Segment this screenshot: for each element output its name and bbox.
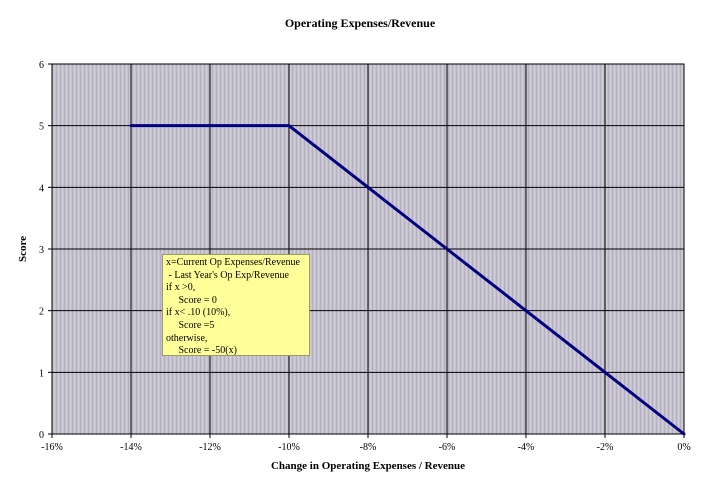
x-tick-label: -16% bbox=[41, 442, 63, 453]
data-point bbox=[524, 309, 528, 313]
y-axis-title: Score bbox=[17, 236, 29, 262]
chart-title: Operating Expenses/Revenue bbox=[285, 16, 436, 30]
x-tick-label: -10% bbox=[278, 442, 300, 453]
x-tick-label: -14% bbox=[120, 442, 142, 453]
x-tick-label: -8% bbox=[360, 442, 377, 453]
annotation-line: if x< .10 (10%), bbox=[166, 307, 231, 319]
y-tick-label: 3 bbox=[39, 245, 44, 256]
annotation-line: - Last Year's Op Exp/Revenue bbox=[166, 269, 289, 281]
y-tick-label: 4 bbox=[39, 183, 44, 194]
y-tick-label: 0 bbox=[39, 430, 44, 441]
data-point bbox=[603, 370, 607, 374]
annotation-box: x=Current Op Expenses/Revenue - Last Yea… bbox=[162, 254, 310, 356]
y-tick-label: 5 bbox=[39, 122, 44, 133]
y-tick-label: 6 bbox=[39, 60, 44, 71]
data-point bbox=[129, 124, 133, 128]
annotation-line: Score =5 bbox=[166, 319, 215, 331]
x-tick-label: -12% bbox=[199, 442, 221, 453]
plot-border bbox=[51, 63, 685, 435]
annotation-line: Score = 0 bbox=[166, 294, 217, 306]
tick-labels: -16% -14% -12% -10% -8% -6% -4% -2% 0% 0 1 2 3 4 5 6 bbox=[39, 60, 691, 453]
data-point bbox=[287, 124, 291, 128]
data-point bbox=[366, 185, 370, 189]
x-tick-label: -2% bbox=[597, 442, 614, 453]
annotation-line: Score = -50(x) bbox=[166, 345, 237, 357]
series bbox=[129, 124, 686, 436]
annotation-line: otherwise, bbox=[166, 332, 208, 344]
annotation-line: if x >0, bbox=[166, 282, 196, 294]
x-tick-label: -4% bbox=[518, 442, 535, 453]
data-point bbox=[682, 432, 686, 436]
annotation-line: x=Current Op Expenses/Revenue bbox=[166, 257, 300, 268]
y-tick-label: 2 bbox=[39, 307, 44, 318]
x-tick-label: -6% bbox=[439, 442, 456, 453]
x-tick-label: 0% bbox=[677, 442, 690, 453]
y-tick-label: 1 bbox=[39, 368, 44, 379]
data-point bbox=[445, 247, 449, 251]
x-axis-title: Change in Operating Expenses / Revenue bbox=[271, 460, 465, 472]
